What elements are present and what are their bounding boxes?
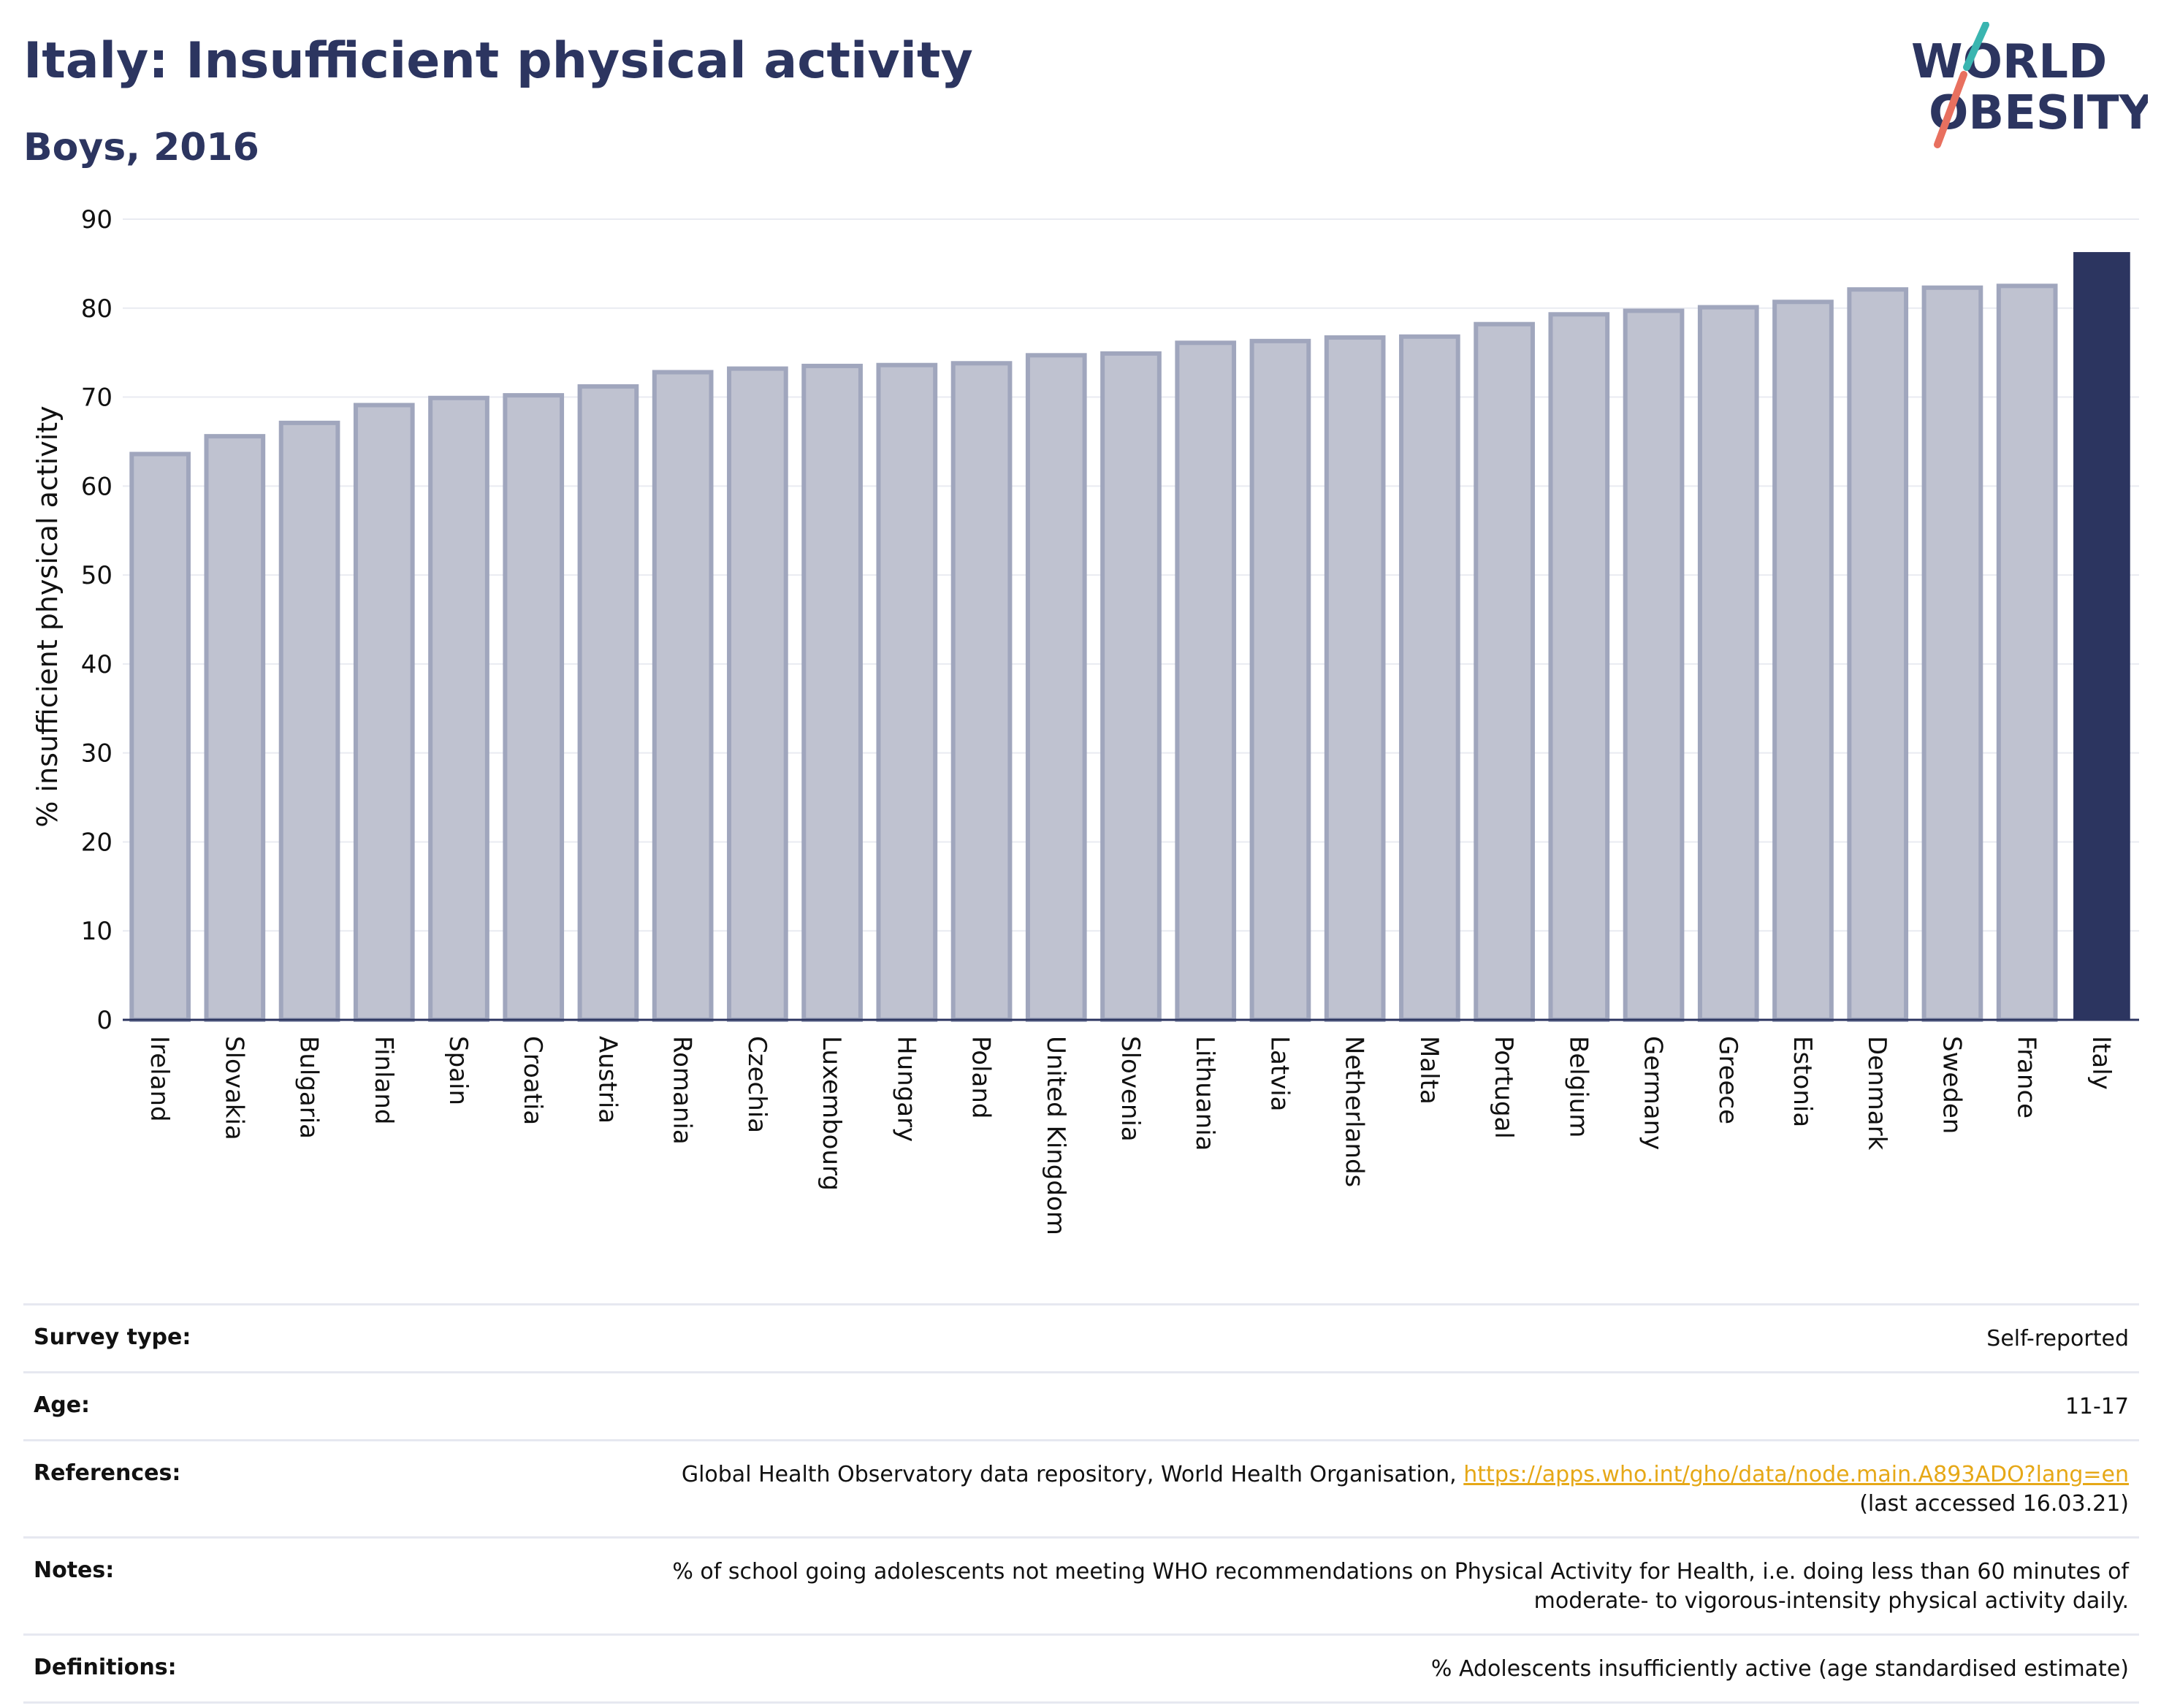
info-label: Survey type: <box>34 1324 191 1350</box>
x-tick-label: Latvia <box>1265 1036 1294 1112</box>
bar-finland <box>353 403 415 1022</box>
bar-chart: 0 10 20 30 40 50 60 70 80 90 Ireland Slovakia Bulga… <box>31 205 2139 1235</box>
y-axis-ticks: 0 10 20 30 40 50 60 70 80 90 <box>81 205 113 1035</box>
bar-bulgaria <box>278 420 340 1022</box>
logo-slash-teal <box>1963 22 1989 71</box>
world-obesity-logo: WORLD OBESITY <box>1911 22 2148 148</box>
info-row-definitions: Definitions: % Adolescents insufficientl… <box>23 1633 2139 1704</box>
bar-luxembourg <box>801 363 863 1022</box>
bar-hungary <box>876 362 938 1022</box>
y-tick-label: 90 <box>81 205 113 235</box>
bar-greece <box>1697 305 1759 1022</box>
y-tick-label: 20 <box>81 828 113 857</box>
x-tick-label: Poland <box>967 1036 996 1119</box>
x-tick-label: Germany <box>1639 1036 1668 1150</box>
references-text: Global Health Observatory data repositor… <box>681 1462 1457 1487</box>
x-tick-label: Ireland <box>145 1036 174 1122</box>
page-title: Italy: Insufficient physical activity <box>23 32 973 90</box>
x-axis-ticks: Ireland Slovakia Bulgaria Finland Spain Croat… <box>145 1036 2116 1235</box>
x-tick-label: Bulgaria <box>294 1036 324 1139</box>
x-tick-label: Spain <box>443 1036 473 1105</box>
x-tick-label: Greece <box>1713 1036 1742 1124</box>
y-tick-label: 40 <box>81 650 113 679</box>
references-link[interactable]: https://apps.who.int/gho/data/node.main.… <box>1463 1462 2129 1487</box>
x-tick-label: Denmark <box>1862 1036 1891 1151</box>
x-tick-label: Romania <box>668 1036 697 1145</box>
bar-belgium <box>1548 312 1610 1022</box>
info-row-age: Age: 11-17 <box>23 1371 2139 1439</box>
info-value: % of school going adolescents not meetin… <box>672 1559 2129 1614</box>
bar-romania <box>652 370 714 1022</box>
info-value: % Adolescents insufficiently active (age… <box>1430 1656 2129 1682</box>
info-label: Notes: <box>34 1558 115 1583</box>
logo-line2: OBESITY <box>1929 86 2148 140</box>
y-tick-label: 80 <box>81 294 113 324</box>
x-tick-label: Portugal <box>1489 1036 1518 1139</box>
x-tick-label: Slovakia <box>219 1036 248 1140</box>
y-tick-label: 0 <box>96 1006 113 1035</box>
info-value-references: Global Health Observatory data repositor… <box>682 1460 2129 1519</box>
chart-bars <box>129 252 2130 1023</box>
info-row-survey-type: Survey type: Self-reported <box>23 1303 2139 1371</box>
x-tick-label: Italy <box>2086 1036 2116 1090</box>
bar-czechia <box>727 366 788 1022</box>
bar-austria <box>577 384 639 1022</box>
x-tick-label: France <box>2012 1036 2041 1118</box>
y-axis-label: % insufficient physical activity <box>31 405 64 827</box>
x-tick-label: Netherlands <box>1340 1036 1369 1187</box>
x-tick-label: Slovenia <box>1116 1036 1145 1142</box>
bar-slovenia <box>1100 351 1162 1022</box>
bar-sweden <box>1921 285 1983 1023</box>
x-tick-label: Lithuania <box>1190 1036 1219 1151</box>
bar-latvia <box>1249 338 1311 1022</box>
bar-united-kingdom <box>1025 353 1087 1022</box>
bar-croatia <box>503 393 565 1022</box>
x-tick-label: Belgium <box>1563 1036 1593 1137</box>
y-tick-label: 60 <box>81 472 113 501</box>
x-tick-label: United Kingdom <box>1041 1036 1070 1235</box>
bar-portugal <box>1474 321 1535 1023</box>
info-label: Definitions: <box>34 1655 177 1680</box>
bar-malta <box>1399 334 1460 1023</box>
x-tick-label: Czechia <box>742 1036 771 1133</box>
x-tick-label: Hungary <box>891 1036 921 1142</box>
logo-line1: WORLD <box>1911 35 2107 89</box>
info-label: References: <box>34 1460 181 1486</box>
bar-italy <box>2073 252 2130 1021</box>
bar-poland <box>950 361 1013 1022</box>
bar-lithuania <box>1175 340 1237 1022</box>
y-tick-label: 70 <box>81 384 113 413</box>
info-label: Age: <box>34 1392 91 1418</box>
bar-germany <box>1623 308 1685 1023</box>
x-tick-label: Estonia <box>1788 1036 1817 1127</box>
y-tick-label: 30 <box>81 739 113 769</box>
info-row-references: References: Global Health Observatory da… <box>23 1439 2139 1536</box>
bar-france <box>1996 283 2058 1023</box>
page-subtitle: Boys, 2016 <box>23 126 259 169</box>
y-tick-label: 10 <box>81 917 113 946</box>
y-tick-label: 50 <box>81 561 113 590</box>
bar-spain <box>428 395 489 1022</box>
info-row-notes: Notes: % of school going adolescents not… <box>23 1536 2139 1633</box>
info-value: 11-17 <box>2065 1394 2129 1419</box>
info-table: Survey type: Self-reported Age: 11-17 Re… <box>23 1303 2139 1704</box>
x-tick-label: Luxembourg <box>817 1036 846 1191</box>
logo-slash-coral <box>1934 71 1967 148</box>
x-tick-label: Sweden <box>1937 1036 1966 1134</box>
references-accessed: (last accessed 16.03.21) <box>1859 1491 2129 1517</box>
bar-denmark <box>1847 287 1909 1022</box>
x-tick-label: Austria <box>592 1036 622 1124</box>
info-value: Self-reported <box>1986 1326 2129 1351</box>
x-tick-label: Finland <box>369 1036 398 1125</box>
bar-netherlands <box>1324 335 1386 1023</box>
x-tick-label: Croatia <box>518 1036 547 1125</box>
bar-ireland <box>129 451 191 1022</box>
bar-slovakia <box>204 434 266 1022</box>
bar-estonia <box>1772 300 1834 1022</box>
x-tick-label: Malta <box>1414 1036 1444 1105</box>
